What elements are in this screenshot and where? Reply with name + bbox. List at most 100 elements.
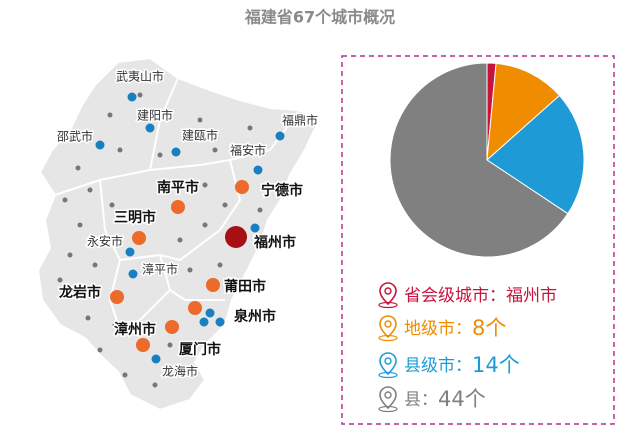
pin-base xyxy=(378,371,398,379)
city-label: 永安市 xyxy=(87,234,123,249)
county-dot xyxy=(85,315,91,321)
county-dot xyxy=(187,267,193,273)
city-label: 泉州市 xyxy=(234,308,276,325)
pin-base xyxy=(378,334,398,342)
county-dots xyxy=(57,92,263,388)
county-dot xyxy=(107,112,113,118)
county-dot xyxy=(177,237,183,243)
province-shape xyxy=(36,56,320,412)
county-dot xyxy=(57,277,63,283)
city-dot xyxy=(125,247,135,257)
legend-frame xyxy=(341,55,615,425)
city-dot xyxy=(128,269,138,279)
map xyxy=(36,56,320,412)
city-dot xyxy=(127,92,137,102)
pin-hole xyxy=(384,391,392,399)
city-dot xyxy=(110,290,124,304)
legend-text: 14个 xyxy=(472,353,520,377)
city-dot xyxy=(145,123,155,133)
city-dot xyxy=(132,231,146,245)
city-label: 建阳市 xyxy=(137,108,173,123)
county-dot xyxy=(202,222,208,228)
pin-base xyxy=(378,301,398,309)
title: 福建省67个城市概况 xyxy=(244,8,395,27)
city-label: 福州市 xyxy=(253,234,296,251)
county-dot xyxy=(217,262,223,268)
city-label: 福安市 xyxy=(230,143,266,158)
county-dot xyxy=(197,117,203,123)
pin-icon xyxy=(379,352,397,376)
region-borders xyxy=(54,77,301,331)
city-dot xyxy=(199,317,209,327)
county-dot xyxy=(157,152,163,158)
legend-text: 8个 xyxy=(472,316,506,340)
city-dot xyxy=(165,320,179,334)
county-dot xyxy=(152,382,158,388)
city-label: 厦门市 xyxy=(179,341,221,358)
county-dot xyxy=(87,187,93,193)
city-dot xyxy=(171,147,181,157)
city-label: 武夷山市 xyxy=(116,69,164,84)
city-label: 福鼎市 xyxy=(282,113,318,128)
county-dot xyxy=(112,322,118,328)
legend-item: 县：44个 xyxy=(404,387,486,411)
city-dot xyxy=(95,140,105,150)
legend-item: 地级市：8个 xyxy=(404,316,506,340)
legend-text: 县级市 xyxy=(404,356,455,376)
county-dot xyxy=(122,372,128,378)
legend-item: 省会级城市：福州市 xyxy=(404,286,557,306)
city-dot xyxy=(171,200,185,214)
legend-text: ： xyxy=(489,286,506,306)
city-label: 三明市 xyxy=(114,209,156,226)
legend-text: 省会级城市 xyxy=(404,286,489,306)
county-dot xyxy=(97,347,103,353)
city-dot xyxy=(151,354,161,364)
county-dot xyxy=(62,197,68,203)
city-label: 漳平市 xyxy=(142,262,178,277)
legend-text: 44个 xyxy=(438,387,486,411)
pin-base xyxy=(378,405,398,413)
legend-text: 地级市 xyxy=(404,319,455,339)
pin-hole xyxy=(384,357,392,365)
county-dot xyxy=(92,262,98,268)
county-dot xyxy=(77,222,83,228)
county-dot xyxy=(75,165,81,171)
city-dot xyxy=(206,278,220,292)
pie-slice xyxy=(389,62,569,258)
county-dot xyxy=(247,125,253,131)
pin-icon xyxy=(379,315,397,339)
pie-slice xyxy=(486,94,585,215)
city-dot xyxy=(275,131,285,141)
legend-text: 福州市 xyxy=(506,286,557,306)
city-label: 莆田市 xyxy=(224,278,266,295)
pin-hole xyxy=(384,320,392,328)
legend-text: ： xyxy=(421,390,438,410)
city-dot xyxy=(215,317,225,327)
city-label: 南平市 xyxy=(157,179,199,196)
legend-text: ： xyxy=(455,319,472,339)
county-dot xyxy=(212,147,218,153)
city-label: 宁德市 xyxy=(261,182,303,199)
county-dot xyxy=(257,207,263,213)
pin-hole xyxy=(384,287,392,295)
county-dot xyxy=(137,92,143,98)
county-dot xyxy=(202,182,208,188)
city-dot xyxy=(188,301,202,315)
county-dot xyxy=(117,147,123,153)
city-label: 建瓯市 xyxy=(182,128,218,143)
pin-icon xyxy=(379,386,397,410)
pin-icon xyxy=(379,282,397,306)
legend-text: 县 xyxy=(404,390,421,410)
city-label: 龙海市 xyxy=(162,364,198,379)
county-dot xyxy=(222,202,228,208)
city-label: 漳州市 xyxy=(114,321,156,338)
city-dot xyxy=(253,165,263,175)
county-dot xyxy=(167,342,173,348)
city-dot xyxy=(235,180,249,194)
city-dot xyxy=(136,338,150,352)
county-dot xyxy=(67,252,73,258)
city-dot xyxy=(225,226,247,248)
city-dot xyxy=(250,223,260,233)
city-dot xyxy=(205,308,215,318)
